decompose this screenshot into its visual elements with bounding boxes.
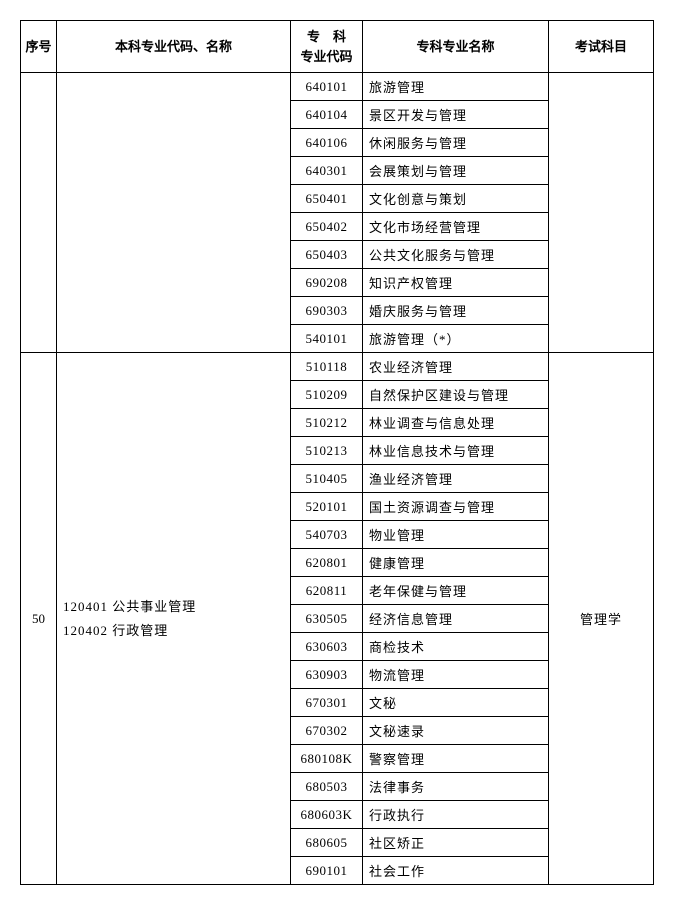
- spec-name: 文秘: [363, 689, 549, 717]
- spec-name: 行政执行: [363, 801, 549, 829]
- spec-code: 510212: [291, 409, 363, 437]
- section2-major-cell: 120401 公共事业管理 120402 行政管理: [57, 353, 291, 885]
- header-major: 本科专业代码、名称: [57, 21, 291, 73]
- spec-code: 650403: [291, 241, 363, 269]
- section1-exam-cell: [549, 73, 654, 353]
- spec-code: 510118: [291, 353, 363, 381]
- spec-code: 640301: [291, 157, 363, 185]
- spec-code: 690208: [291, 269, 363, 297]
- spec-code: 650402: [291, 213, 363, 241]
- spec-name: 旅游管理（*）: [363, 325, 549, 353]
- section1-index-cell: [21, 73, 57, 353]
- spec-code: 510209: [291, 381, 363, 409]
- spec-name: 渔业经济管理: [363, 465, 549, 493]
- spec-code: 650401: [291, 185, 363, 213]
- spec-code: 670302: [291, 717, 363, 745]
- spec-name: 自然保护区建设与管理: [363, 381, 549, 409]
- spec-code: 520101: [291, 493, 363, 521]
- spec-name: 会展策划与管理: [363, 157, 549, 185]
- spec-name: 社会工作: [363, 857, 549, 885]
- spec-name: 健康管理: [363, 549, 549, 577]
- spec-name: 法律事务: [363, 773, 549, 801]
- spec-code: 630505: [291, 605, 363, 633]
- header-code-line1: 专 科: [307, 29, 346, 44]
- spec-name: 商检技术: [363, 633, 549, 661]
- spec-code: 680603K: [291, 801, 363, 829]
- spec-code: 680605: [291, 829, 363, 857]
- spec-name: 林业调查与信息处理: [363, 409, 549, 437]
- spec-name: 社区矫正: [363, 829, 549, 857]
- spec-code: 680503: [291, 773, 363, 801]
- spec-name: 老年保健与管理: [363, 577, 549, 605]
- header-spec-name: 专科专业名称: [363, 21, 549, 73]
- spec-name: 休闲服务与管理: [363, 129, 549, 157]
- header-code: 专 科 专业代码: [291, 21, 363, 73]
- section1-major-cell: [57, 73, 291, 353]
- spec-code: 640104: [291, 101, 363, 129]
- spec-code: 510213: [291, 437, 363, 465]
- spec-code: 630603: [291, 633, 363, 661]
- header-exam: 考试科目: [549, 21, 654, 73]
- spec-code: 540703: [291, 521, 363, 549]
- spec-code: 640101: [291, 73, 363, 101]
- spec-name: 物业管理: [363, 521, 549, 549]
- spec-name: 文秘速录: [363, 717, 549, 745]
- major-line: 120401 公共事业管理: [63, 599, 196, 614]
- major-line: 120402 行政管理: [63, 623, 168, 638]
- spec-name: 文化创意与策划: [363, 185, 549, 213]
- spec-code: 690303: [291, 297, 363, 325]
- spec-name: 经济信息管理: [363, 605, 549, 633]
- header-index: 序号: [21, 21, 57, 73]
- spec-name: 国土资源调查与管理: [363, 493, 549, 521]
- major-mapping-table: 序号 本科专业代码、名称 专 科 专业代码 专科专业名称 考试科目 640101…: [20, 20, 654, 885]
- section2-index-cell: 50: [21, 353, 57, 885]
- spec-name: 物流管理: [363, 661, 549, 689]
- spec-code: 620801: [291, 549, 363, 577]
- spec-name: 婚庆服务与管理: [363, 297, 549, 325]
- spec-name: 农业经济管理: [363, 353, 549, 381]
- spec-name: 知识产权管理: [363, 269, 549, 297]
- spec-code: 620811: [291, 577, 363, 605]
- spec-code: 670301: [291, 689, 363, 717]
- spec-code: 640106: [291, 129, 363, 157]
- spec-name: 景区开发与管理: [363, 101, 549, 129]
- spec-code: 690101: [291, 857, 363, 885]
- spec-name: 公共文化服务与管理: [363, 241, 549, 269]
- spec-name: 林业信息技术与管理: [363, 437, 549, 465]
- spec-name: 文化市场经营管理: [363, 213, 549, 241]
- spec-code: 510405: [291, 465, 363, 493]
- spec-name: 旅游管理: [363, 73, 549, 101]
- spec-code: 630903: [291, 661, 363, 689]
- spec-code: 540101: [291, 325, 363, 353]
- spec-name: 警察管理: [363, 745, 549, 773]
- section2-exam-cell: 管理学: [549, 353, 654, 885]
- header-code-line2: 专业代码: [300, 49, 352, 64]
- spec-code: 680108K: [291, 745, 363, 773]
